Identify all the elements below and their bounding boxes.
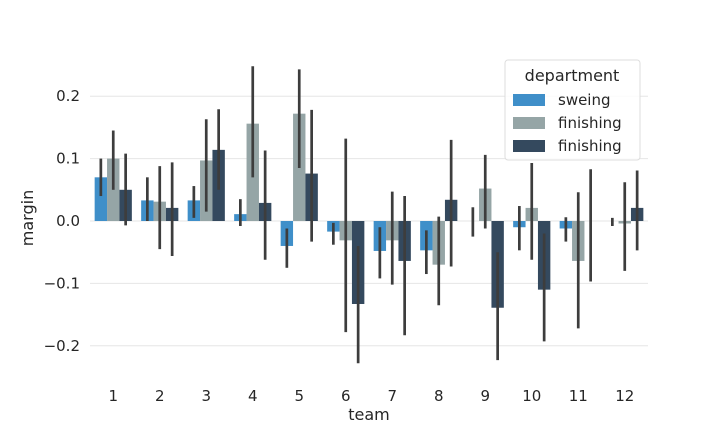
legend-swatch (513, 94, 545, 106)
y-tick-label: −0.2 (44, 337, 80, 355)
bar (94, 177, 108, 221)
legend: department sweing finishing finishing (504, 59, 641, 161)
x-tick-label: 3 (201, 387, 211, 405)
x-tick-label: 9 (480, 387, 490, 405)
x-tick-label: 6 (341, 387, 351, 405)
legend-title: department (525, 66, 620, 85)
x-tick-label: 7 (387, 387, 397, 405)
bars (94, 113, 644, 308)
legend-swatch (513, 140, 545, 152)
legend-swatch (513, 117, 545, 129)
error-bars (99, 66, 639, 364)
legend-label: sweing (558, 91, 611, 109)
y-tick-label: 0.0 (56, 212, 80, 230)
legend-label: finishing (558, 137, 622, 155)
x-axis-ticks: 1 2 3 4 5 6 7 8 9 10 11 12 (108, 387, 634, 405)
y-tick-label: 0.2 (56, 87, 80, 105)
x-axis-label: team (348, 405, 390, 424)
x-tick-label: 8 (434, 387, 444, 405)
x-tick-label: 4 (248, 387, 258, 405)
x-tick-label: 10 (522, 387, 541, 405)
x-tick-label: 11 (569, 387, 588, 405)
x-tick-label: 1 (108, 387, 118, 405)
legend-items: sweing finishing finishing (513, 91, 622, 155)
legend-frame (504, 59, 641, 161)
x-tick-label: 2 (155, 387, 165, 405)
x-tick-label: 5 (294, 387, 304, 405)
y-tick-label: −0.1 (44, 274, 80, 292)
x-tick-label: 12 (615, 387, 634, 405)
y-tick-label: 0.1 (56, 150, 80, 168)
y-axis-label: margin (18, 190, 37, 246)
y-axis-ticks: −0.2 −0.1 0.0 0.1 0.2 (44, 87, 80, 355)
legend-label: finishing (558, 114, 622, 132)
